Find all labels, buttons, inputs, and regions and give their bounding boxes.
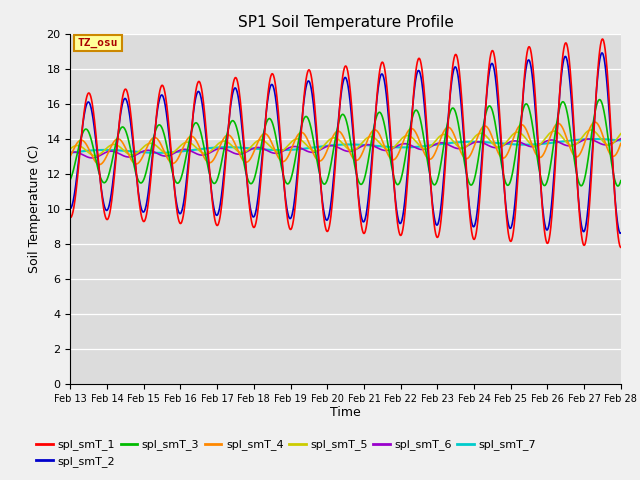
spl_smT_5 [431, 138, 439, 144]
spl_smT_4 [176, 152, 184, 158]
spl_smT_4 [67, 153, 74, 159]
spl_smT_7 [176, 149, 184, 155]
spl_smT_5 [251, 140, 259, 146]
spl_smT_5 [552, 129, 559, 134]
spl_smT_6 [251, 145, 259, 151]
spl_smT_7 [591, 136, 598, 142]
spl_smT_4 [189, 134, 197, 140]
spl_smT_4 [95, 162, 103, 168]
Line: spl_smT_2: spl_smT_2 [70, 53, 621, 233]
spl_smT_6 [617, 136, 625, 142]
spl_smT_2 [67, 206, 74, 212]
spl_smT_3 [617, 178, 625, 183]
spl_smT_2 [431, 218, 439, 224]
spl_smT_5 [67, 146, 74, 152]
spl_smT_3 [503, 182, 511, 188]
spl_smT_4 [617, 141, 625, 146]
spl_smT_7 [154, 150, 162, 156]
Line: spl_smT_4: spl_smT_4 [70, 122, 621, 165]
spl_smT_1 [503, 217, 511, 223]
spl_smT_7 [552, 140, 559, 145]
Line: spl_smT_5: spl_smT_5 [70, 130, 621, 156]
spl_smT_7 [67, 150, 74, 156]
spl_smT_2 [189, 115, 196, 120]
Line: spl_smT_7: spl_smT_7 [70, 139, 621, 153]
spl_smT_3 [250, 175, 258, 181]
spl_smT_5 [587, 127, 595, 133]
spl_smT_2 [552, 152, 559, 157]
spl_smT_5 [504, 138, 511, 144]
spl_smT_5 [189, 142, 197, 148]
Line: spl_smT_3: spl_smT_3 [70, 100, 621, 186]
spl_smT_7 [617, 138, 625, 144]
spl_smT_2 [598, 50, 606, 56]
spl_smT_7 [251, 146, 259, 152]
spl_smT_1 [552, 161, 559, 167]
spl_smT_3 [189, 124, 196, 130]
spl_smT_3 [175, 179, 183, 185]
spl_smT_5 [617, 131, 625, 137]
spl_smT_4 [591, 119, 598, 125]
spl_smT_4 [504, 151, 511, 157]
spl_smT_2 [250, 213, 258, 219]
spl_smT_6 [176, 147, 184, 153]
spl_smT_3 [431, 182, 439, 188]
spl_smT_6 [67, 150, 74, 156]
spl_smT_1 [67, 215, 74, 220]
spl_smT_3 [596, 97, 604, 103]
spl_smT_2 [175, 210, 183, 216]
spl_smT_2 [503, 211, 511, 217]
Legend: spl_smT_1, spl_smT_2, spl_smT_3, spl_smT_4, spl_smT_5, spl_smT_6, spl_smT_7: spl_smT_1, spl_smT_2, spl_smT_3, spl_smT… [32, 435, 541, 471]
spl_smT_2 [617, 230, 625, 236]
spl_smT_4 [431, 150, 439, 156]
spl_smT_7 [431, 142, 439, 148]
spl_smT_1 [431, 227, 439, 232]
spl_smT_3 [67, 177, 74, 182]
spl_smT_5 [176, 144, 184, 149]
spl_smT_6 [88, 155, 96, 161]
X-axis label: Time: Time [330, 407, 361, 420]
spl_smT_5 [92, 153, 99, 158]
spl_smT_6 [431, 142, 439, 147]
Line: spl_smT_1: spl_smT_1 [70, 39, 621, 247]
spl_smT_7 [504, 141, 511, 147]
Text: TZ_osu: TZ_osu [77, 38, 118, 48]
spl_smT_3 [552, 129, 559, 134]
Line: spl_smT_6: spl_smT_6 [70, 139, 621, 158]
spl_smT_1 [189, 114, 196, 120]
Title: SP1 Soil Temperature Profile: SP1 Soil Temperature Profile [237, 15, 454, 30]
spl_smT_6 [189, 149, 197, 155]
spl_smT_6 [504, 140, 511, 146]
spl_smT_3 [614, 183, 621, 189]
Y-axis label: Soil Temperature (C): Soil Temperature (C) [28, 144, 41, 273]
spl_smT_1 [598, 36, 606, 42]
spl_smT_2 [616, 230, 624, 236]
spl_smT_4 [552, 122, 559, 128]
spl_smT_6 [552, 138, 559, 144]
spl_smT_4 [251, 147, 259, 153]
spl_smT_1 [617, 244, 625, 250]
spl_smT_7 [189, 147, 197, 153]
spl_smT_1 [250, 224, 258, 230]
spl_smT_1 [175, 219, 183, 225]
